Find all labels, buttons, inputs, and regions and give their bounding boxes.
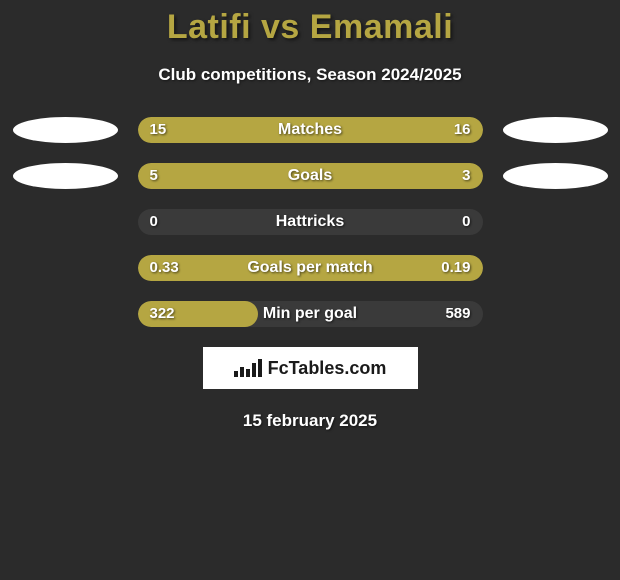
spacer bbox=[13, 209, 118, 235]
stat-label: Goals bbox=[138, 163, 483, 189]
stat-right-value: 16 bbox=[454, 117, 471, 143]
spacer bbox=[503, 301, 608, 327]
player-right-marker bbox=[503, 163, 608, 189]
page-title: Latifi vs Emamali bbox=[0, 0, 620, 47]
player-left-marker bbox=[13, 163, 118, 189]
stat-right-value: 0 bbox=[462, 209, 470, 235]
spacer bbox=[503, 255, 608, 281]
stat-bar: 322 Min per goal 589 bbox=[138, 301, 483, 327]
stat-right-value: 589 bbox=[445, 301, 470, 327]
brand-text: FcTables.com bbox=[268, 358, 387, 379]
spacer bbox=[13, 301, 118, 327]
player-right-marker bbox=[503, 117, 608, 143]
stat-bar: 0.33 Goals per match 0.19 bbox=[138, 255, 483, 281]
stat-label: Hattricks bbox=[138, 209, 483, 235]
stat-label: Min per goal bbox=[138, 301, 483, 327]
player-left-marker bbox=[13, 117, 118, 143]
stat-right-value: 0.19 bbox=[441, 255, 470, 281]
spacer bbox=[13, 255, 118, 281]
subtitle: Club competitions, Season 2024/2025 bbox=[0, 65, 620, 85]
date-text: 15 february 2025 bbox=[0, 411, 620, 431]
stat-row: 5 Goals 3 bbox=[0, 163, 620, 189]
stat-row: 0.33 Goals per match 0.19 bbox=[0, 255, 620, 281]
stat-row: 0 Hattricks 0 bbox=[0, 209, 620, 235]
comparison-chart: 15 Matches 16 5 Goals 3 0 Hattricks 0 bbox=[0, 117, 620, 327]
stat-label: Goals per match bbox=[138, 255, 483, 281]
chart-icon bbox=[234, 359, 262, 377]
stat-bar: 5 Goals 3 bbox=[138, 163, 483, 189]
stat-row: 322 Min per goal 589 bbox=[0, 301, 620, 327]
brand-logo: FcTables.com bbox=[203, 347, 418, 389]
stat-label: Matches bbox=[138, 117, 483, 143]
stat-bar: 15 Matches 16 bbox=[138, 117, 483, 143]
stat-row: 15 Matches 16 bbox=[0, 117, 620, 143]
stat-right-value: 3 bbox=[462, 163, 470, 189]
stat-bar: 0 Hattricks 0 bbox=[138, 209, 483, 235]
spacer bbox=[503, 209, 608, 235]
